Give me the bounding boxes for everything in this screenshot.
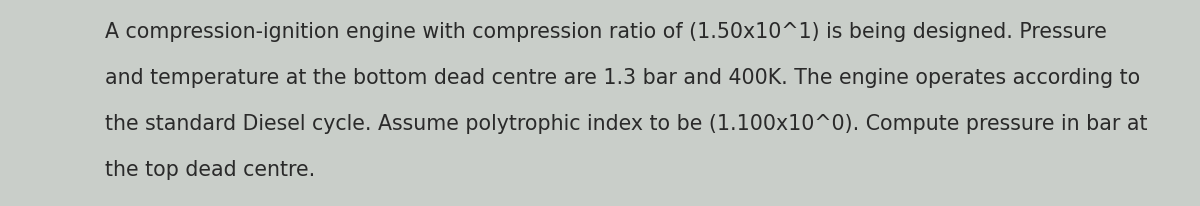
Text: and temperature at the bottom dead centre are 1.3 bar and 400K. The engine opera: and temperature at the bottom dead centr… — [106, 68, 1140, 88]
Text: the standard Diesel cycle. Assume polytrophic index to be (1.100x10^0). Compute : the standard Diesel cycle. Assume polytr… — [106, 114, 1147, 133]
Text: the top dead centre.: the top dead centre. — [106, 159, 316, 179]
Text: A compression-ignition engine with compression ratio of (1.50x10^1) is being des: A compression-ignition engine with compr… — [106, 22, 1106, 42]
